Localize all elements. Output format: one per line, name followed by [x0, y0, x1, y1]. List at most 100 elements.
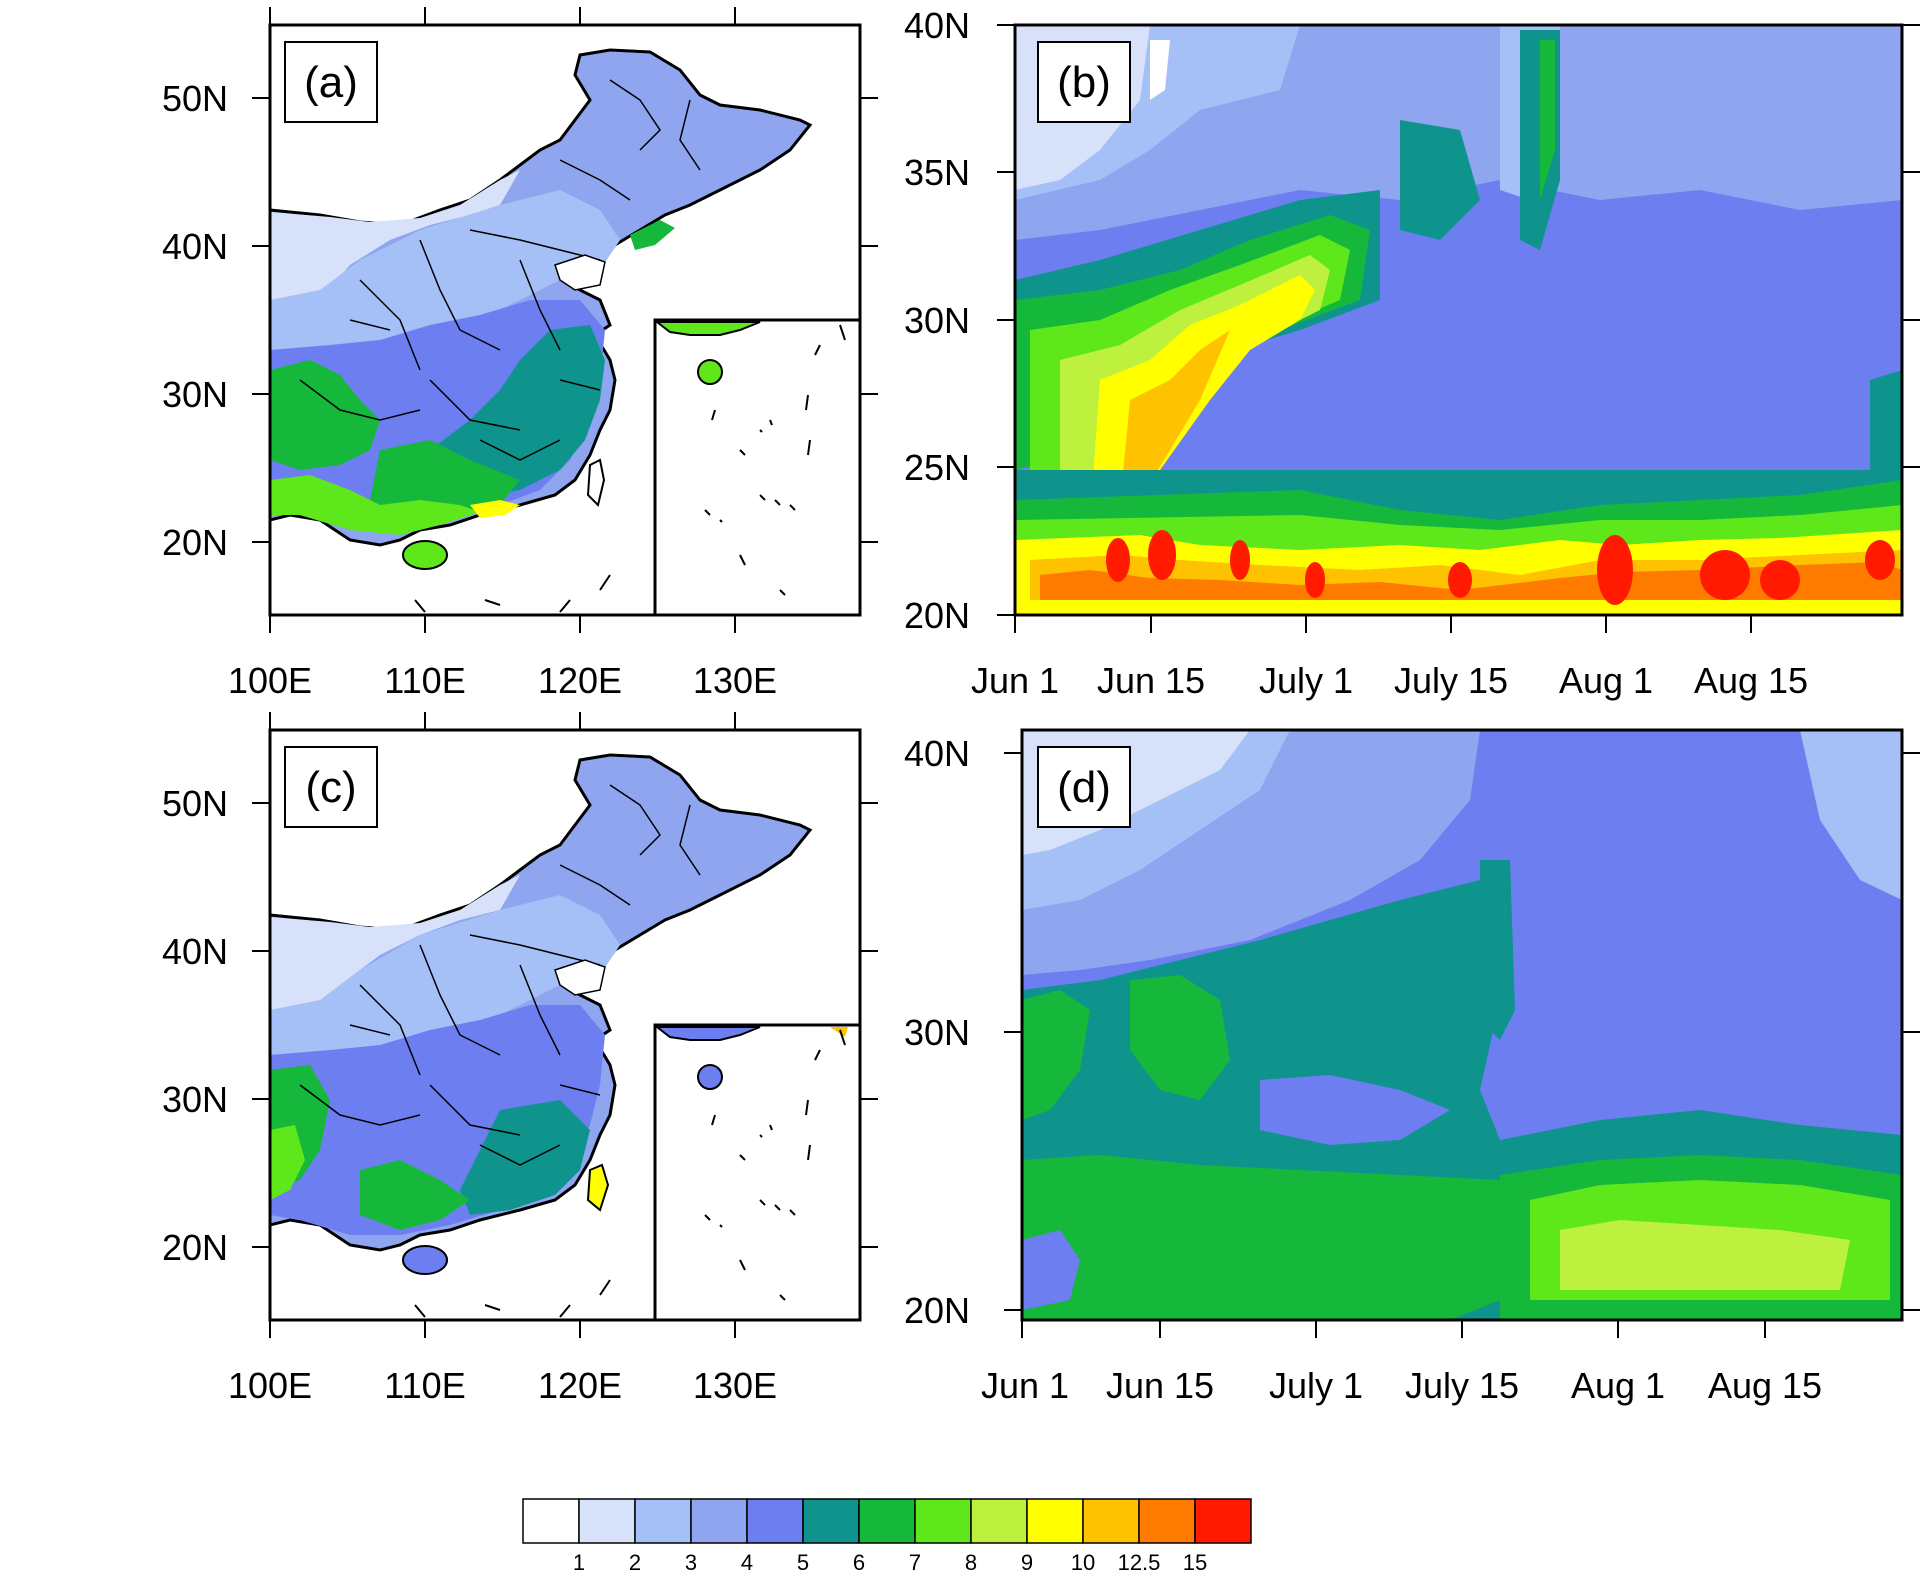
panel-a-lat-label-40n: 40N: [162, 226, 228, 267]
panel-d-time-label-jun15: Jun 15: [1106, 1365, 1214, 1406]
panel-b-lat-label-25n: 25N: [904, 447, 970, 488]
ne-green-coast: [630, 220, 675, 250]
colorbar: 1 2 3 4 5 6 7 8 9 10 12.5 15: [522, 1498, 1252, 1575]
colorbar-swatch: [914, 1498, 972, 1544]
colorbar-swatch: [858, 1498, 916, 1544]
panel-b: (b) 40N 35N 30N 25N 20N Jun 1: [904, 5, 1920, 701]
panel-b-lat-ticks: 40N 35N 30N 25N 20N: [904, 5, 1920, 636]
panel-b-lat-label-35n: 35N: [904, 152, 970, 193]
panel-a-lat-label-20n: 20N: [162, 522, 228, 563]
panel-b-label: (b): [1057, 58, 1111, 107]
south-china-sea-inset: [653, 318, 860, 615]
colorbar-label: 9: [1021, 1550, 1033, 1575]
panel-d: (d) 40N 30N 20N Jun 1 Jun 15 July 1 July…: [904, 728, 1920, 1406]
panel-c-label-box: [284, 746, 378, 828]
hainan-island: [402, 540, 448, 570]
panel-d-time-label-aug1: Aug 1: [1571, 1365, 1665, 1406]
panel-a-map: [270, 48, 860, 615]
hainan-island-c: [402, 1245, 448, 1275]
panel-d-time-label-jun1: Jun 1: [981, 1365, 1069, 1406]
panel-c-lon-label-120e: 120E: [538, 1365, 622, 1406]
colorbar-swatch: [634, 1498, 692, 1544]
panel-c-lon-label-100e: 100E: [228, 1365, 312, 1406]
colorbar-swatch: [1194, 1498, 1252, 1544]
panel-d-lat-label-30n: 30N: [904, 1012, 970, 1053]
panel-c-lon-ticks: 100E 110E 120E 130E: [228, 712, 777, 1406]
panel-a: (a) 50N 40N 30N 20N 100E 11: [162, 7, 878, 701]
province-boundaries-c: [299, 784, 701, 1166]
panel-b-contours: [1015, 25, 1902, 615]
panel-a-lat-ticks: 50N 40N 30N 20N: [162, 78, 878, 563]
panel-d-time-label-july1: July 1: [1269, 1365, 1363, 1406]
panel-b-time-label-july1: July 1: [1259, 660, 1353, 701]
panel-b-lat-label-40n: 40N: [904, 5, 970, 46]
panel-a-label-box: [284, 41, 378, 123]
colorbar-swatch: [690, 1498, 748, 1544]
panel-b-lat-label-20n: 20N: [904, 595, 970, 636]
colorbar-label: 4: [741, 1550, 753, 1575]
panel-b-time-label-aug1: Aug 1: [1559, 660, 1653, 701]
colorbar-swatch: [1138, 1498, 1196, 1544]
panel-a-lon-label-110e: 110E: [384, 660, 465, 701]
panel-d-time-ticks: Jun 1 Jun 15 July 1 July 15 Aug 1 Aug 15: [981, 1320, 1822, 1406]
panel-c-frame: [268, 728, 862, 1322]
colorbar-label: 2: [629, 1550, 641, 1575]
panel-a-lat-label-50n: 50N: [162, 78, 228, 119]
panel-d-label: (d): [1057, 763, 1111, 812]
panel-c-lat-label-30n: 30N: [162, 1079, 228, 1120]
lightgreen-region-s: [270, 475, 480, 535]
yellow-spot-s: [470, 500, 520, 518]
panel-a-lon-label-120e: 120E: [538, 660, 622, 701]
panel-b-time-label-jun15: Jun 15: [1097, 660, 1205, 701]
taiwan-island-c: [586, 1163, 610, 1212]
colorbar-label: 6: [853, 1550, 865, 1575]
colorbar-swatch: [1026, 1498, 1084, 1544]
panel-a-lon-ticks: 100E 110E 120E 130E: [228, 7, 777, 701]
panel-d-label-box: [1037, 746, 1131, 828]
colorbar-swatch: [746, 1498, 804, 1544]
south-china-sea-inset-c: [653, 1023, 860, 1320]
colorbar-label: 8: [965, 1550, 977, 1575]
panel-d-lat-label-40n: 40N: [904, 733, 970, 774]
panel-d-lat-label-20n: 20N: [904, 1290, 970, 1331]
bohai-sea-c: [554, 959, 606, 996]
taiwan-island: [586, 458, 606, 507]
island-dashes: [414, 574, 611, 613]
green-region-sw: [270, 360, 380, 470]
panel-a-lon-label-100e: 100E: [228, 660, 312, 701]
colorbar-label: 3: [685, 1550, 697, 1575]
panel-b-time-label-jun1: Jun 1: [971, 660, 1059, 701]
colorbar-label: 10: [1071, 1550, 1095, 1575]
colorbar-swatch: [1082, 1498, 1140, 1544]
colorbar-swatch: [522, 1498, 580, 1544]
panel-c-lat-label-20n: 20N: [162, 1227, 228, 1268]
green-region-s-c: [360, 1160, 470, 1230]
panel-b-time-label-aug15: Aug 15: [1694, 660, 1808, 701]
north-light-band: [270, 170, 520, 310]
panel-c-map: [270, 753, 860, 1320]
panel-b-time-label-july15: July 15: [1394, 660, 1508, 701]
colorbar-swatch: [970, 1498, 1028, 1544]
colorbar-swatch: [578, 1498, 636, 1544]
colorbar-label: 12.5: [1118, 1550, 1161, 1575]
north-light-band-c: [270, 875, 520, 1020]
island-dashes-c: [414, 1279, 611, 1318]
panel-a-lat-label-30n: 30N: [162, 374, 228, 415]
panel-c-lon-label-130e: 130E: [693, 1365, 777, 1406]
panel-c-lon-label-110e: 110E: [384, 1365, 465, 1406]
mid-blue-band-c: [270, 895, 620, 1065]
panel-c: (c) 50N 40N 30N 20N 100E 110E 1: [162, 712, 878, 1406]
colorbar-label: 5: [797, 1550, 809, 1575]
lightgreen-region-sw-c: [270, 1125, 305, 1200]
panel-a-label: (a): [304, 58, 358, 107]
panel-c-label: (c): [305, 763, 356, 812]
bohai-sea: [554, 254, 606, 291]
panel-d-time-label-aug15: Aug 15: [1708, 1365, 1822, 1406]
panel-c-lat-label-40n: 40N: [162, 931, 228, 972]
colorbar-label: 1: [573, 1550, 585, 1575]
panel-d-lat-ticks: 40N 30N 20N: [904, 733, 1920, 1331]
panel-b-time-ticks: Jun 1 Jun 15 July 1 July 15 Aug 1 Aug 15: [971, 615, 1808, 701]
panel-d-time-label-july15: July 15: [1405, 1365, 1519, 1406]
panel-b-lat-label-30n: 30N: [904, 300, 970, 341]
